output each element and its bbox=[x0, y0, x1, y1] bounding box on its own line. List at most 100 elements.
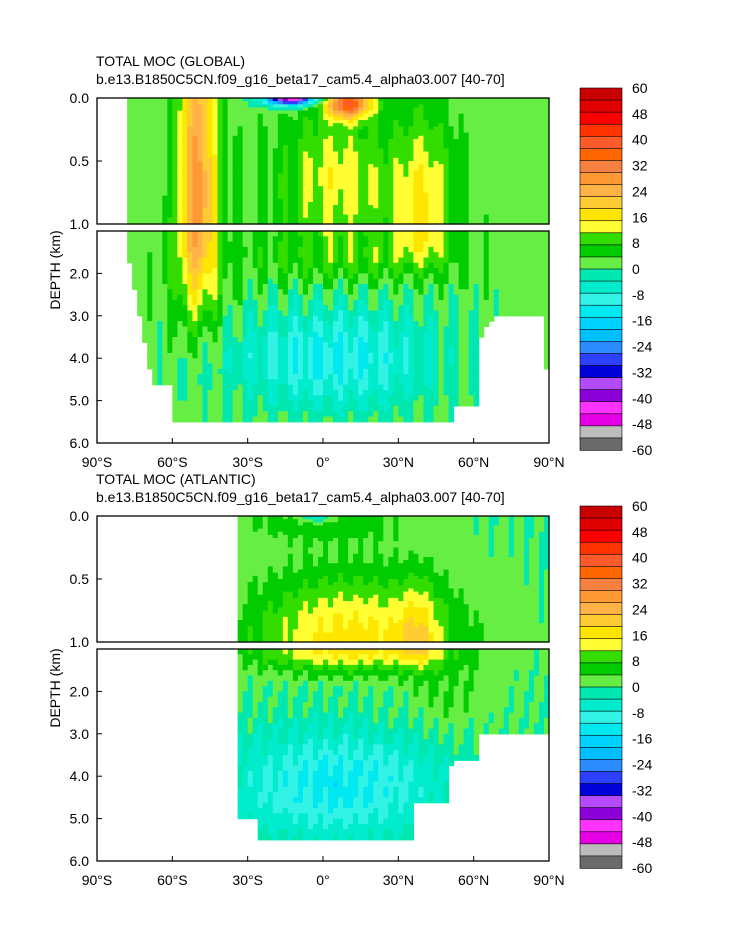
heatmap-cell bbox=[317, 278, 324, 285]
heatmap-cell bbox=[202, 161, 209, 165]
heatmap-cell bbox=[448, 101, 455, 105]
heatmap-cell bbox=[132, 126, 138, 131]
heatmap-cell bbox=[528, 299, 535, 306]
heatmap-cell bbox=[448, 148, 455, 153]
heatmap-cell bbox=[212, 273, 219, 280]
heatmap-cell bbox=[463, 195, 470, 200]
heatmap-cell bbox=[463, 305, 470, 312]
heatmap-cell bbox=[267, 294, 274, 301]
heatmap-cell bbox=[378, 186, 384, 190]
heatmap-cell bbox=[448, 268, 455, 274]
heatmap-cell bbox=[493, 120, 500, 124]
heatmap-cell bbox=[378, 148, 384, 153]
heatmap-cell bbox=[388, 201, 394, 206]
heatmap-cell bbox=[358, 157, 364, 162]
heatmap-cell bbox=[157, 161, 163, 165]
heatmap-cell bbox=[182, 337, 188, 343]
heatmap-cell bbox=[483, 126, 490, 131]
heatmap-cell bbox=[338, 236, 344, 243]
heatmap-cell bbox=[333, 257, 339, 264]
heatmap-cell bbox=[423, 268, 430, 274]
heatmap-cell bbox=[348, 241, 354, 248]
heatmap-cell bbox=[378, 123, 384, 127]
heatmap-cell bbox=[137, 123, 143, 127]
heatmap-cell bbox=[458, 299, 465, 306]
heatmap-cell bbox=[252, 284, 259, 290]
heatmap-cell bbox=[157, 189, 163, 194]
heatmap-cell bbox=[423, 299, 430, 306]
heatmap-cell bbox=[202, 289, 209, 296]
heatmap-cell bbox=[373, 195, 379, 200]
heatmap-cell bbox=[483, 98, 490, 102]
heatmap-cell bbox=[187, 148, 194, 153]
heatmap-cell bbox=[328, 198, 334, 203]
heatmap-cell bbox=[137, 186, 143, 190]
heatmap-cell bbox=[147, 173, 153, 178]
heatmap-cell bbox=[468, 183, 475, 187]
heatmap-cell bbox=[137, 284, 143, 290]
heatmap-cell bbox=[533, 151, 540, 156]
heatmap-cell bbox=[533, 305, 540, 312]
heatmap-cell bbox=[312, 145, 319, 149]
heatmap-cell bbox=[307, 148, 314, 153]
heatmap-cell bbox=[247, 138, 254, 143]
heatmap-cell bbox=[177, 195, 183, 200]
heatmap-cell bbox=[177, 154, 183, 159]
heatmap-cell bbox=[443, 113, 450, 118]
heatmap-cell bbox=[358, 201, 364, 206]
heatmap-cell bbox=[498, 176, 505, 181]
heatmap-cell bbox=[287, 129, 294, 134]
heatmap-cell bbox=[353, 289, 359, 296]
heatmap-cell bbox=[428, 268, 435, 274]
heatmap-cell bbox=[343, 179, 349, 184]
heatmap-cell bbox=[142, 241, 148, 248]
heatmap-cell bbox=[307, 142, 314, 146]
heatmap-cell bbox=[388, 132, 394, 137]
heatmap-cell bbox=[403, 284, 409, 290]
heatmap-cell bbox=[383, 201, 389, 206]
heatmap-cell bbox=[237, 246, 244, 253]
heatmap-cell bbox=[373, 145, 379, 149]
heatmap-cell bbox=[498, 148, 505, 153]
heatmap-cell bbox=[343, 326, 349, 333]
heatmap-cell bbox=[373, 315, 379, 322]
heatmap-cell bbox=[508, 173, 515, 178]
heatmap-cell bbox=[473, 236, 480, 243]
heatmap-cell bbox=[383, 331, 389, 338]
heatmap-cell bbox=[338, 278, 344, 285]
heatmap-cell bbox=[282, 192, 289, 197]
heatmap-cell bbox=[498, 257, 505, 264]
heatmap-cell bbox=[468, 101, 475, 105]
heatmap-cell bbox=[312, 167, 319, 172]
heatmap-cell bbox=[262, 116, 269, 121]
heatmap-cell bbox=[137, 205, 143, 209]
heatmap-cell bbox=[323, 142, 329, 146]
heatmap-cell bbox=[202, 116, 209, 121]
heatmap-cell bbox=[187, 337, 194, 343]
heatmap-cell bbox=[167, 148, 173, 153]
heatmap-cell bbox=[297, 236, 304, 243]
heatmap-cell bbox=[237, 170, 244, 175]
heatmap-cell bbox=[518, 241, 525, 248]
heatmap-cell bbox=[458, 126, 465, 131]
heatmap-cell bbox=[533, 201, 540, 206]
heatmap-cell bbox=[463, 201, 470, 206]
heatmap-cell bbox=[543, 120, 550, 124]
heatmap-cell bbox=[147, 205, 153, 209]
heatmap-cell bbox=[152, 195, 158, 200]
heatmap-cell bbox=[353, 231, 359, 237]
heatmap-cell bbox=[177, 132, 183, 137]
heatmap-cell bbox=[413, 299, 420, 306]
heatmap-cell bbox=[207, 148, 214, 153]
heatmap-cell bbox=[257, 198, 264, 203]
heatmap-cell bbox=[152, 284, 158, 290]
heatmap-cell bbox=[142, 186, 148, 190]
heatmap-cell bbox=[277, 132, 284, 137]
heatmap-cell bbox=[358, 107, 364, 112]
heatmap-cell bbox=[127, 231, 133, 237]
heatmap-cell bbox=[217, 116, 224, 121]
heatmap-cell bbox=[408, 113, 414, 118]
heatmap-cell bbox=[147, 289, 153, 296]
heatmap-cell bbox=[348, 129, 354, 134]
heatmap-cell bbox=[272, 179, 279, 184]
